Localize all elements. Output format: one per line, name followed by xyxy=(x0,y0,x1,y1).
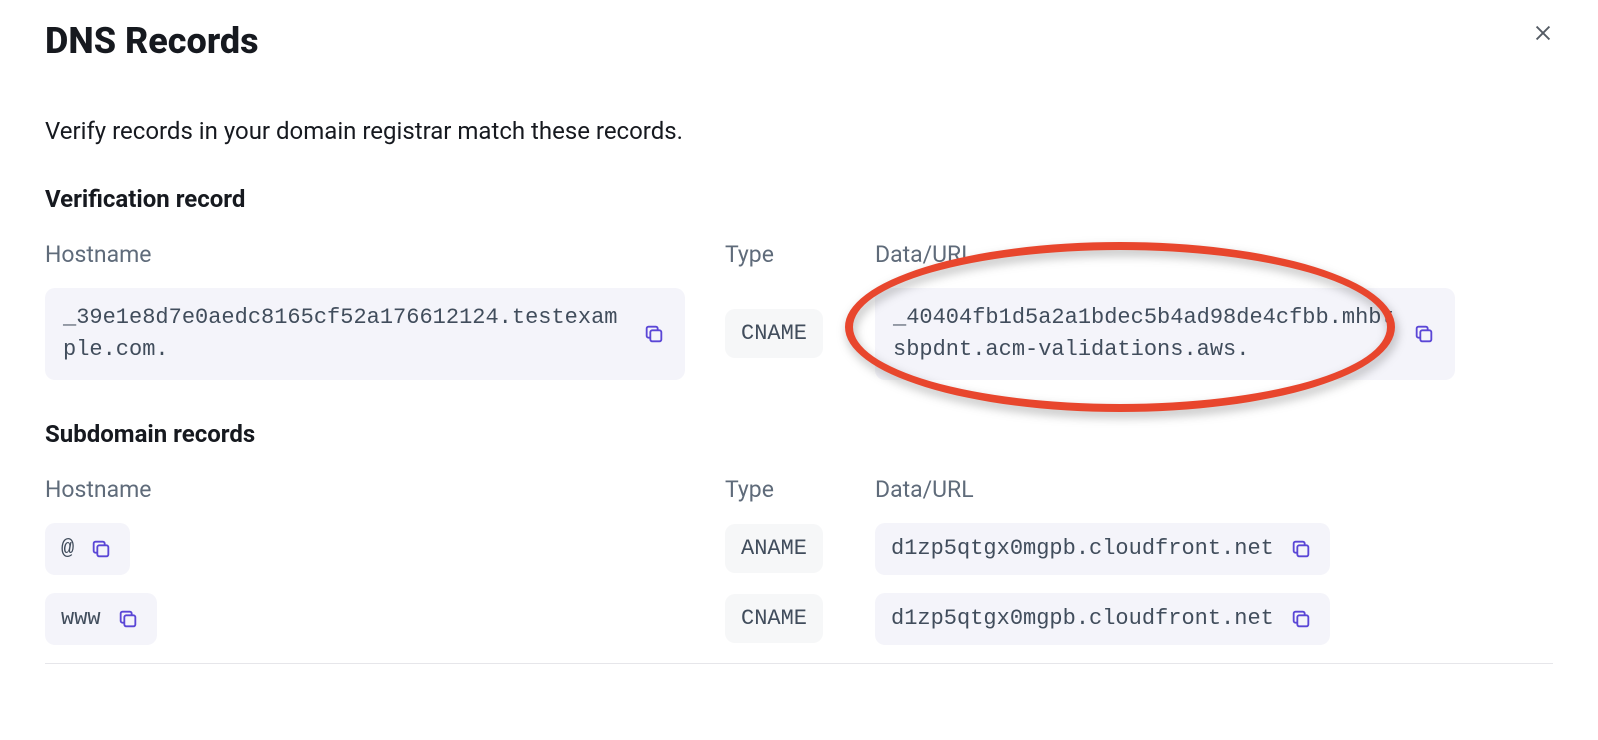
type-pill: CNAME xyxy=(725,594,823,643)
hostname-value: _39e1e8d7e0aedc8165cf52a176612124.testex… xyxy=(63,302,627,366)
data-chip: _40404fb1d5a2a1bdec5b4ad98de4cfbb.mhbtsb… xyxy=(875,288,1455,380)
verification-section-header: Verification record xyxy=(45,185,1553,213)
copy-icon xyxy=(1413,323,1435,345)
table-header-row: Hostname Type Data/URL xyxy=(45,241,1553,268)
hostname-value: www xyxy=(61,603,101,635)
page-description: Verify records in your domain registrar … xyxy=(45,117,1553,145)
hostname-value: @ xyxy=(61,533,74,565)
copy-icon xyxy=(643,323,665,345)
column-header-data: Data/URL xyxy=(875,241,1553,268)
column-header-type: Type xyxy=(725,241,875,268)
highlighted-data-wrap: _40404fb1d5a2a1bdec5b4ad98de4cfbb.mhbtsb… xyxy=(875,288,1455,380)
column-header-data: Data/URL xyxy=(875,476,1553,503)
copy-icon xyxy=(1290,538,1312,560)
copy-data-button[interactable] xyxy=(1288,606,1314,632)
hostname-chip: @ xyxy=(45,523,130,575)
copy-icon xyxy=(117,608,139,630)
copy-hostname-button[interactable] xyxy=(641,321,667,347)
data-chip: d1zp5qtgx0mgpb.cloudfront.net xyxy=(875,523,1330,575)
type-pill: CNAME xyxy=(725,309,823,358)
data-value: _40404fb1d5a2a1bdec5b4ad98de4cfbb.mhbtsb… xyxy=(893,302,1397,366)
table-row: www CNAME d1zp5qtgx0mgpb.cloudfront.net xyxy=(45,593,1553,645)
divider xyxy=(45,663,1553,664)
data-value: d1zp5qtgx0mgpb.cloudfront.net xyxy=(891,533,1274,565)
subdomain-section-header: Subdomain records xyxy=(45,420,1553,448)
page-title: DNS Records xyxy=(45,20,1553,62)
table-header-row: Hostname Type Data/URL xyxy=(45,476,1553,503)
table-row: _39e1e8d7e0aedc8165cf52a176612124.testex… xyxy=(45,288,1553,380)
column-header-hostname: Hostname xyxy=(45,241,725,268)
column-header-type: Type xyxy=(725,476,875,503)
close-button[interactable] xyxy=(1528,18,1558,51)
column-header-hostname: Hostname xyxy=(45,476,725,503)
copy-icon xyxy=(1290,608,1312,630)
data-value: d1zp5qtgx0mgpb.cloudfront.net xyxy=(891,603,1274,635)
copy-icon xyxy=(90,538,112,560)
hostname-chip: www xyxy=(45,593,157,645)
verification-table: Hostname Type Data/URL _39e1e8d7e0aedc81… xyxy=(45,241,1553,380)
copy-data-button[interactable] xyxy=(1411,321,1437,347)
copy-data-button[interactable] xyxy=(1288,536,1314,562)
data-chip: d1zp5qtgx0mgpb.cloudfront.net xyxy=(875,593,1330,645)
table-row: @ ANAME d1zp5qtgx0mgpb.cloudfront.net xyxy=(45,523,1553,575)
hostname-chip: _39e1e8d7e0aedc8165cf52a176612124.testex… xyxy=(45,288,685,380)
subdomain-table: Hostname Type Data/URL @ ANAME xyxy=(45,476,1553,645)
type-pill: ANAME xyxy=(725,524,823,573)
close-icon xyxy=(1532,32,1554,47)
copy-hostname-button[interactable] xyxy=(115,606,141,632)
copy-hostname-button[interactable] xyxy=(88,536,114,562)
